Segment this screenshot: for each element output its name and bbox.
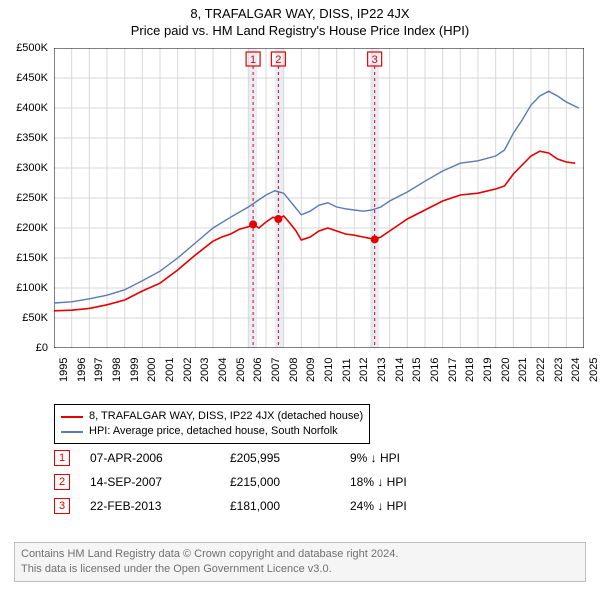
x-tick-label: 2021 bbox=[517, 358, 529, 382]
x-tick-label: 2008 bbox=[288, 358, 300, 382]
svg-text:1: 1 bbox=[250, 54, 256, 66]
legend-swatch bbox=[61, 431, 83, 433]
x-tick-label: 2013 bbox=[376, 358, 388, 382]
x-tick-label: 2011 bbox=[341, 358, 353, 382]
x-tick-label: 2010 bbox=[323, 358, 335, 382]
y-tick-label: £450K bbox=[0, 72, 48, 84]
legend-swatch bbox=[61, 416, 83, 418]
legend-box: 8, TRAFALGAR WAY, DISS, IP22 4JX (detach… bbox=[54, 404, 370, 444]
x-tick-label: 2023 bbox=[553, 358, 565, 382]
sale-marker-icon: 1 bbox=[54, 450, 70, 466]
sales-table: 1 07-APR-2006 £205,995 9% ↓ HPI 2 14-SEP… bbox=[54, 450, 470, 522]
x-tick-label: 2015 bbox=[411, 358, 423, 382]
y-tick-label: £400K bbox=[0, 102, 48, 114]
x-tick-label: 2025 bbox=[588, 358, 600, 382]
svg-text:3: 3 bbox=[372, 54, 378, 66]
sale-price: £215,000 bbox=[230, 475, 330, 489]
sale-row: 2 14-SEP-2007 £215,000 18% ↓ HPI bbox=[54, 474, 470, 490]
x-tick-label: 2024 bbox=[570, 358, 582, 382]
chart-plot-area: 1 2 3 bbox=[54, 48, 584, 348]
x-tick-label: 2016 bbox=[429, 358, 441, 382]
x-tick-label: 2002 bbox=[182, 358, 194, 382]
legend-label: 8, TRAFALGAR WAY, DISS, IP22 4JX (detach… bbox=[89, 409, 363, 424]
sale-date: 14-SEP-2007 bbox=[90, 475, 210, 489]
x-tick-label: 2009 bbox=[305, 358, 317, 382]
legend-item: 8, TRAFALGAR WAY, DISS, IP22 4JX (detach… bbox=[61, 409, 363, 424]
y-tick-label: £150K bbox=[0, 252, 48, 264]
sale-price: £181,000 bbox=[230, 499, 330, 513]
y-tick-label: £250K bbox=[0, 192, 48, 204]
sale-price: £205,995 bbox=[230, 451, 330, 465]
x-tick-label: 2007 bbox=[270, 358, 282, 382]
chart-svg: 1 2 3 bbox=[54, 48, 584, 348]
x-tick-label: 1995 bbox=[58, 358, 70, 382]
legend-label: HPI: Average price, detached house, Sout… bbox=[89, 424, 338, 439]
footer-line: Contains HM Land Registry data © Crown c… bbox=[21, 547, 579, 562]
x-tick-label: 2017 bbox=[447, 358, 459, 382]
x-axis-labels: 1995 1996 1997 1998 1999 2000 2001 2002 2003 2004… bbox=[54, 350, 584, 400]
legend-item: HPI: Average price, detached house, Sout… bbox=[61, 424, 363, 439]
y-tick-label: £350K bbox=[0, 132, 48, 144]
x-tick-label: 2006 bbox=[252, 358, 264, 382]
y-tick-label: £50K bbox=[0, 312, 48, 324]
x-tick-label: 2004 bbox=[217, 358, 229, 382]
sale-marker-icon: 3 bbox=[54, 498, 70, 514]
x-tick-label: 2014 bbox=[394, 358, 406, 382]
sale-row: 3 22-FEB-2013 £181,000 24% ↓ HPI bbox=[54, 498, 470, 514]
y-tick-label: £200K bbox=[0, 222, 48, 234]
sale-date: 07-APR-2006 bbox=[90, 451, 210, 465]
x-tick-label: 1998 bbox=[111, 358, 123, 382]
x-tick-label: 2022 bbox=[535, 358, 547, 382]
x-tick-label: 2000 bbox=[146, 358, 158, 382]
x-tick-label: 2003 bbox=[199, 358, 211, 382]
y-tick-label: £100K bbox=[0, 282, 48, 294]
x-tick-label: 2012 bbox=[358, 358, 370, 382]
x-tick-label: 2020 bbox=[500, 358, 512, 382]
chart-titles: 8, TRAFALGAR WAY, DISS, IP22 4JX Price p… bbox=[0, 0, 600, 38]
x-tick-label: 1997 bbox=[93, 358, 105, 382]
attribution-footer: Contains HM Land Registry data © Crown c… bbox=[14, 542, 586, 582]
x-tick-label: 2018 bbox=[464, 358, 476, 382]
sale-row: 1 07-APR-2006 £205,995 9% ↓ HPI bbox=[54, 450, 470, 466]
title-subtitle: Price paid vs. HM Land Registry's House … bbox=[0, 23, 600, 38]
sale-diff: 9% ↓ HPI bbox=[350, 451, 470, 465]
svg-text:2: 2 bbox=[275, 54, 281, 66]
sale-diff: 24% ↓ HPI bbox=[350, 499, 470, 513]
sale-marker-icon: 2 bbox=[54, 474, 70, 490]
x-tick-label: 2001 bbox=[164, 358, 176, 382]
y-tick-label: £0 bbox=[0, 342, 48, 354]
sale-date: 22-FEB-2013 bbox=[90, 499, 210, 513]
x-tick-label: 1999 bbox=[129, 358, 141, 382]
sale-diff: 18% ↓ HPI bbox=[350, 475, 470, 489]
x-tick-label: 2019 bbox=[482, 358, 494, 382]
title-address: 8, TRAFALGAR WAY, DISS, IP22 4JX bbox=[0, 6, 600, 21]
y-tick-label: £500K bbox=[0, 42, 48, 54]
x-tick-label: 1996 bbox=[76, 358, 88, 382]
footer-line: This data is licensed under the Open Gov… bbox=[21, 562, 579, 577]
x-tick-label: 2005 bbox=[235, 358, 247, 382]
y-tick-label: £300K bbox=[0, 162, 48, 174]
